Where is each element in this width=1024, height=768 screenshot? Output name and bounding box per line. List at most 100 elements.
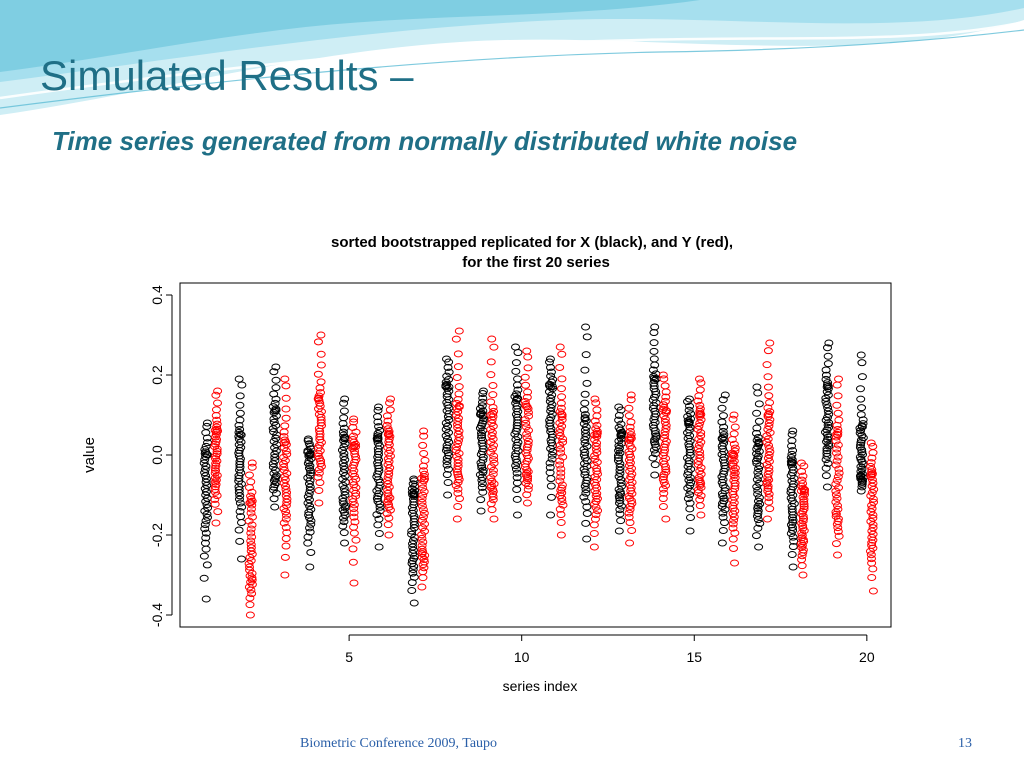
point-y <box>660 382 670 390</box>
point-y <box>280 553 290 561</box>
point-y <box>831 480 841 488</box>
point-x <box>442 471 452 479</box>
point-x <box>617 439 627 447</box>
point-y <box>658 503 668 511</box>
point-x <box>718 509 728 517</box>
point-y <box>487 335 497 343</box>
point-x <box>754 417 764 425</box>
point-y <box>523 473 533 481</box>
point-y <box>489 515 499 523</box>
point-y <box>557 481 567 489</box>
point-y <box>314 392 324 400</box>
point-x <box>201 545 211 553</box>
point-x <box>752 424 762 432</box>
point-y <box>246 529 256 537</box>
point-x <box>271 489 281 497</box>
point-y <box>315 399 325 407</box>
point-y <box>558 453 568 461</box>
point-y <box>385 399 395 407</box>
point-x <box>580 390 590 398</box>
point-y <box>523 426 533 434</box>
y-tick-label: 0.0 <box>149 445 165 465</box>
point-x <box>823 360 833 368</box>
point-y <box>696 416 706 424</box>
point-y <box>764 498 774 506</box>
point-y <box>590 417 600 425</box>
point-x <box>685 402 695 410</box>
point-x <box>547 451 557 459</box>
point-x <box>717 539 727 547</box>
point-y <box>557 393 567 401</box>
point-x <box>269 390 279 398</box>
point-y <box>384 531 394 539</box>
point-y <box>522 434 532 442</box>
point-y <box>730 559 740 567</box>
point-x <box>237 503 247 511</box>
point-y <box>348 558 358 566</box>
point-x <box>235 537 245 545</box>
point-y <box>658 495 668 503</box>
point-y <box>489 452 499 460</box>
point-x <box>821 375 831 383</box>
point-x <box>443 479 453 487</box>
point-x <box>407 559 417 567</box>
point-x <box>788 533 798 541</box>
point-x <box>408 540 418 548</box>
point-y <box>210 500 220 508</box>
point-x <box>546 511 556 519</box>
point-y <box>730 447 740 455</box>
point-x <box>409 573 419 581</box>
point-x <box>202 422 212 430</box>
point-x <box>613 454 623 462</box>
point-x <box>613 457 623 465</box>
point-y <box>452 515 462 523</box>
point-y <box>281 535 291 543</box>
point-x <box>683 495 693 503</box>
x-tick-label: 10 <box>514 649 530 665</box>
point-x <box>443 363 453 371</box>
point-x <box>754 472 764 480</box>
point-x <box>754 479 764 487</box>
point-x <box>546 482 556 490</box>
point-x <box>373 418 383 426</box>
point-y <box>488 470 498 478</box>
point-x <box>235 425 245 433</box>
point-x <box>720 391 730 399</box>
point-y <box>314 487 324 495</box>
point-y <box>385 432 395 440</box>
point-x <box>235 499 245 507</box>
point-y <box>488 493 498 501</box>
point-y <box>765 505 775 513</box>
point-x <box>337 446 347 454</box>
point-y <box>799 515 809 523</box>
point-y <box>247 459 257 467</box>
point-x <box>201 595 211 603</box>
point-x <box>271 363 281 371</box>
point-x <box>581 351 591 359</box>
point-y <box>281 511 291 519</box>
plot-frame <box>179 282 892 628</box>
point-x <box>648 366 658 374</box>
point-y <box>210 455 220 463</box>
point-x <box>407 530 417 538</box>
point-y <box>798 517 808 525</box>
point-y <box>454 327 464 335</box>
point-x <box>199 552 209 560</box>
point-x <box>271 421 281 429</box>
point-y <box>247 463 257 471</box>
point-y <box>658 485 668 493</box>
point-x <box>752 476 762 484</box>
point-y <box>866 551 876 559</box>
point-y <box>521 423 531 431</box>
point-x <box>375 507 385 515</box>
point-x <box>338 428 348 436</box>
point-y <box>418 568 428 576</box>
point-x <box>580 414 590 422</box>
point-y <box>486 398 496 406</box>
point-y <box>765 339 775 347</box>
point-x <box>648 454 658 462</box>
point-y <box>384 514 394 522</box>
point-y <box>593 507 603 515</box>
point-x <box>823 407 833 415</box>
point-y <box>211 519 221 527</box>
